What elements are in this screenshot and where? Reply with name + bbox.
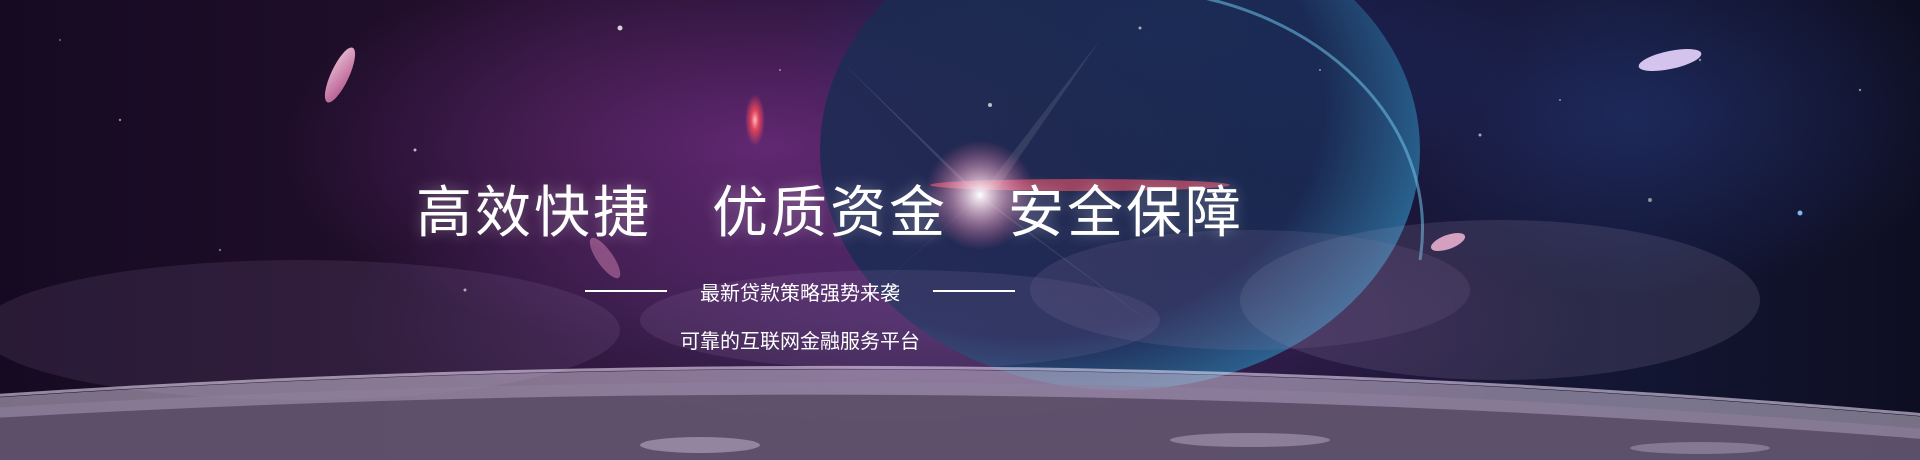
stars <box>59 25 1862 292</box>
planet-illustration <box>820 0 1424 390</box>
nebula-clouds <box>0 220 1760 400</box>
subtitle-row: 最新贷款策略强势来袭 <box>585 276 1015 306</box>
earth-horizon <box>0 365 1920 460</box>
floating-petals <box>324 47 1702 279</box>
tagline: 可靠的互联网金融服务平台 <box>680 329 920 353</box>
left-rule <box>585 290 667 292</box>
headline: 高效快捷 优质资金 安全保障 <box>0 168 1660 249</box>
right-rule <box>933 290 1015 292</box>
light-flare <box>745 40 1230 340</box>
headline-phrase-2: 优质资金 <box>712 181 948 246</box>
subtitle: 最新贷款策略强势来袭 <box>700 280 900 305</box>
headline-phrase-1: 高效快捷 <box>416 181 652 246</box>
headline-phrase-3: 安全保障 <box>1008 181 1244 246</box>
